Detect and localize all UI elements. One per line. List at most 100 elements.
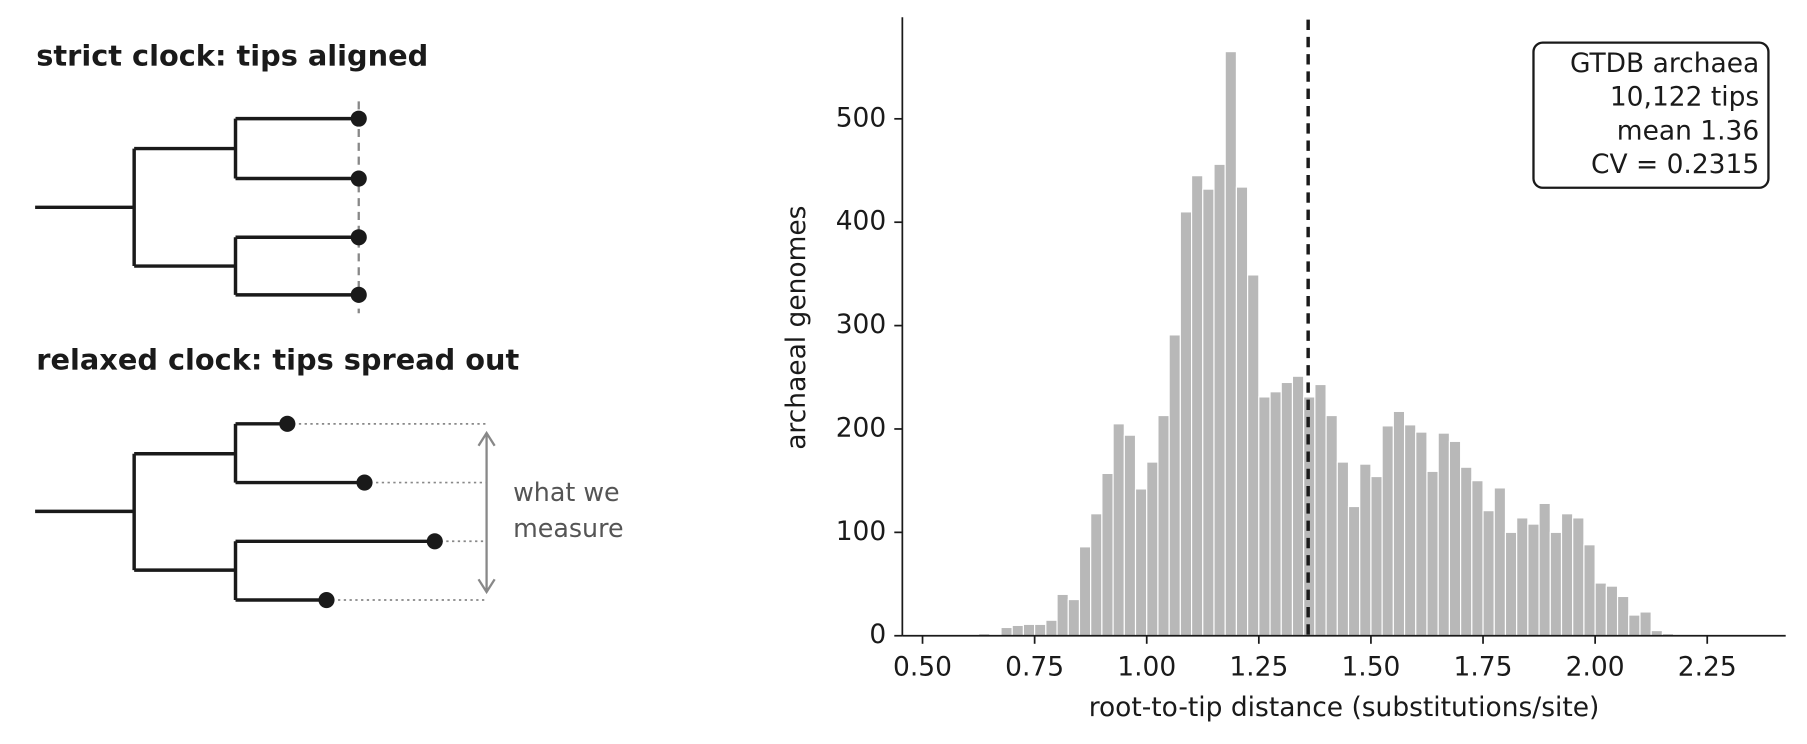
bar xyxy=(1022,623,1036,637)
annotation: measure xyxy=(513,513,623,543)
annotation-line: 10,122 tips xyxy=(1610,82,1759,113)
bar xyxy=(1235,186,1249,637)
bar xyxy=(1045,619,1058,637)
bar xyxy=(1628,614,1641,637)
bar xyxy=(1213,163,1226,637)
x-axis-label: root-to-tip distance (substitutions/site… xyxy=(1089,692,1600,723)
bar xyxy=(1269,391,1282,637)
tip xyxy=(350,170,367,187)
bar xyxy=(1314,383,1327,637)
bar xyxy=(1078,546,1092,637)
relaxed-tree xyxy=(35,422,435,602)
bar xyxy=(1392,410,1406,637)
annotation-box xyxy=(1532,41,1770,189)
histogram-chart: 0 100 200 300 400 500 0.50 0.75 1.00 1.25 1.50 1.75… xyxy=(781,17,1786,723)
bar xyxy=(1291,375,1305,637)
bar xyxy=(1359,463,1372,637)
bar xyxy=(1347,505,1361,637)
x-tick-label: 2.00 xyxy=(1566,651,1625,682)
tip-guides xyxy=(287,422,487,601)
bar xyxy=(1258,396,1271,637)
bar xyxy=(1516,517,1529,637)
bar xyxy=(1067,598,1081,637)
bar xyxy=(1572,517,1585,637)
tip xyxy=(356,474,373,491)
y-tick-label: 300 xyxy=(836,309,887,340)
bar xyxy=(1034,623,1047,637)
tip xyxy=(318,591,335,609)
bar xyxy=(1146,461,1159,637)
bar xyxy=(1179,211,1193,637)
bar xyxy=(1112,423,1125,637)
tip xyxy=(350,110,367,127)
bar xyxy=(1538,502,1551,637)
bar xyxy=(1056,593,1069,637)
bar xyxy=(1011,624,1024,637)
strict-tree xyxy=(35,116,359,297)
y-tick-label: 100 xyxy=(836,516,887,547)
annotation-line: GTDB archaea xyxy=(1570,48,1759,79)
range-arrow xyxy=(477,430,496,595)
bar xyxy=(1000,626,1013,637)
bar xyxy=(1123,434,1137,637)
annotation-line: mean 1.36 xyxy=(1617,115,1759,146)
bar xyxy=(1605,585,1619,637)
tip xyxy=(350,229,367,246)
x-tick-label: 0.75 xyxy=(1005,651,1064,682)
bar xyxy=(1639,611,1652,637)
y-axis-label: archaeal genomes xyxy=(781,206,812,450)
bar xyxy=(1381,425,1394,637)
bar xyxy=(1560,513,1574,637)
bar xyxy=(1336,461,1350,637)
bar xyxy=(1448,440,1462,637)
x-tick-label: 1.25 xyxy=(1229,651,1288,682)
bar xyxy=(1504,531,1518,637)
y-tick-label: 400 xyxy=(836,206,887,237)
y-tick-label: 0 xyxy=(869,619,886,650)
bar xyxy=(1101,472,1114,637)
x-tick-label: 1.00 xyxy=(1117,651,1176,682)
bar xyxy=(1583,544,1596,637)
bar xyxy=(1460,466,1473,637)
bar xyxy=(1471,480,1484,637)
annotation-line: CV = 0.2315 xyxy=(1591,149,1759,180)
bar xyxy=(1134,488,1148,637)
bar xyxy=(1157,414,1170,637)
tip xyxy=(279,415,296,432)
tip xyxy=(426,533,443,550)
bar xyxy=(1482,510,1495,637)
bar xyxy=(1415,431,1428,637)
bar xyxy=(1370,475,1383,637)
annotation: what we xyxy=(513,477,620,507)
y-tick-label: 500 xyxy=(836,102,887,133)
bar xyxy=(1493,487,1507,637)
tips xyxy=(279,415,443,609)
bar xyxy=(1549,531,1563,637)
x-tick-label: 0.50 xyxy=(893,651,952,682)
bar xyxy=(1090,513,1103,637)
bar xyxy=(1594,582,1607,637)
tips xyxy=(350,110,367,303)
x-tick-label: 2.25 xyxy=(1678,651,1737,682)
panel-title: relaxed clock: tips spread out xyxy=(36,343,519,377)
bar xyxy=(1527,523,1540,637)
bar xyxy=(1403,424,1417,637)
x-tick-label: 1.50 xyxy=(1341,651,1400,682)
bar xyxy=(1426,470,1439,637)
bar xyxy=(1325,414,1338,637)
bar xyxy=(1224,51,1237,637)
bar xyxy=(1190,175,1204,637)
bar xyxy=(1247,274,1260,637)
y-tick-label: 200 xyxy=(836,412,887,443)
tip xyxy=(350,286,367,303)
bar xyxy=(1616,595,1630,637)
diagram-panel: strict clock: tips aligned relaxed clock… xyxy=(35,39,624,609)
bar xyxy=(1168,334,1181,637)
bar xyxy=(1280,381,1294,637)
panel-title: strict clock: tips aligned xyxy=(36,39,428,73)
x-tick-label: 1.75 xyxy=(1454,651,1513,682)
bar xyxy=(1437,432,1450,637)
bar xyxy=(1202,188,1215,637)
